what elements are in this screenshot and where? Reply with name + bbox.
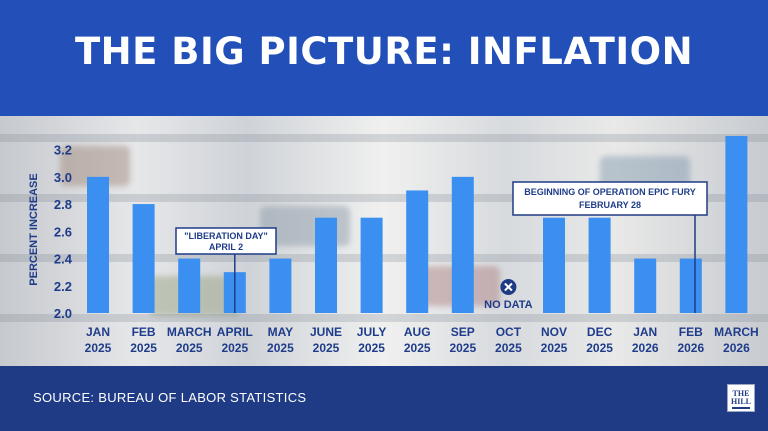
x-tick-month: FEB <box>132 325 156 339</box>
x-tick-year: 2025 <box>313 341 340 355</box>
bar <box>406 190 429 313</box>
bar <box>178 258 201 313</box>
y-tick-label: 3.2 <box>54 143 72 158</box>
bar <box>634 258 657 313</box>
source-credit: SOURCE: BUREAU OF LABOR STATISTICS <box>33 390 307 405</box>
bar <box>543 217 565 313</box>
x-tick-year: 2026 <box>632 341 659 355</box>
x-tick-year: 2025 <box>130 341 157 355</box>
x-tick-year: 2025 <box>449 341 476 355</box>
shelf-line <box>0 134 768 142</box>
y-tick-label: 2.8 <box>54 197 72 212</box>
x-tick-year: 2025 <box>404 341 431 355</box>
y-tick-label: 2.0 <box>54 306 72 321</box>
y-axis-label: PERCENT INCREASE <box>28 173 40 285</box>
x-tick-month: OCT <box>496 325 522 339</box>
x-tick-month: NOV <box>541 325 567 339</box>
bar <box>132 204 155 313</box>
no-data-label: NO DATA <box>484 299 533 311</box>
bar-chart: PERCENT INCREASE 2.0 2.2 2.4 2.6 2.8 3.0 3.2 JAN… <box>28 136 759 355</box>
x-tick-year: 2025 <box>495 341 522 355</box>
annotation-text: APRIL 2 <box>209 242 243 252</box>
bar <box>725 136 748 313</box>
annotation-text: "LIBERATION DAY" <box>184 231 268 241</box>
bar <box>269 258 292 313</box>
x-tick-year: 2025 <box>176 341 203 355</box>
y-tick-label: 2.2 <box>54 279 72 294</box>
bar <box>315 217 337 313</box>
annotation-box <box>175 227 277 255</box>
x-tick-month: MARCH <box>714 325 759 339</box>
x-tick-month: JAN <box>86 325 110 339</box>
bar <box>360 217 383 313</box>
x-tick-year: 2025 <box>541 341 568 355</box>
x-tick-year: 2025 <box>358 341 385 355</box>
x-tick-year: 2025 <box>221 341 248 355</box>
annotation-text: BEGINNING OF OPERATION EPIC FURY <box>524 187 696 197</box>
bar <box>679 258 702 313</box>
x-tick-year: 2025 <box>267 341 294 355</box>
x-tick-month: MAY <box>268 325 294 339</box>
x-tick-month: DEC <box>587 325 613 339</box>
y-tick-label: 3.0 <box>54 170 72 185</box>
the-hill-logo: THE HILL <box>727 384 755 412</box>
y-tick-label: 2.6 <box>54 224 72 239</box>
annotation-text: FEBRUARY 28 <box>579 200 641 210</box>
bar <box>451 176 474 313</box>
bar <box>87 176 109 313</box>
x-tick-month: JUNE <box>310 325 342 339</box>
close-icon <box>504 282 513 292</box>
x-tick-month: SEP <box>451 325 475 339</box>
shelf-line <box>0 254 768 262</box>
page-title: THE BIG PICTURE: INFLATION <box>74 30 694 73</box>
header-banner: THE BIG PICTURE: INFLATION <box>0 0 768 116</box>
store-background <box>0 116 768 366</box>
x-tick-month: APRIL <box>217 325 253 339</box>
x-tick-year: 2026 <box>723 341 750 355</box>
x-tick-year: 2026 <box>677 341 704 355</box>
shelf-line <box>0 194 768 202</box>
x-tick-year: 2025 <box>85 341 112 355</box>
logo-rule <box>732 407 750 409</box>
x-tick-month: MARCH <box>167 325 212 339</box>
bar <box>588 217 611 313</box>
x-tick-month: JAN <box>633 325 657 339</box>
x-tick-year: 2025 <box>586 341 613 355</box>
logo-text: THE HILL <box>730 389 751 406</box>
x-tick-month: JULY <box>357 325 387 339</box>
footer-banner: SOURCE: BUREAU OF LABOR STATISTICS <box>0 366 768 431</box>
y-tick-label: 2.4 <box>54 252 73 267</box>
x-tick-month: AUG <box>404 325 431 339</box>
shelf-line <box>0 314 768 322</box>
annotation-box <box>512 181 708 216</box>
x-tick-month: FEB <box>679 325 703 339</box>
